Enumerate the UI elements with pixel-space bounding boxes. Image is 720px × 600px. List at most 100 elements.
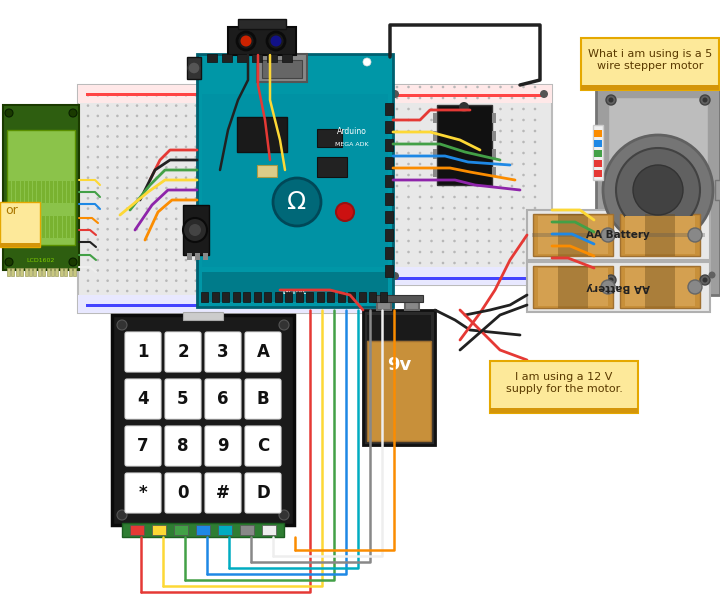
Bar <box>7 130 75 245</box>
FancyBboxPatch shape <box>125 332 161 372</box>
Circle shape <box>263 94 266 97</box>
Circle shape <box>453 185 456 187</box>
Circle shape <box>107 197 109 200</box>
Bar <box>237 117 287 152</box>
Circle shape <box>135 280 138 282</box>
Bar <box>50 181 53 203</box>
Circle shape <box>145 115 148 117</box>
Bar <box>715 180 720 200</box>
Circle shape <box>145 248 148 251</box>
FancyBboxPatch shape <box>245 332 281 372</box>
Bar <box>392 277 547 280</box>
Circle shape <box>292 208 295 210</box>
Bar <box>385 175 393 187</box>
Circle shape <box>107 269 109 272</box>
Circle shape <box>361 187 364 190</box>
Bar <box>233 292 240 302</box>
Bar <box>8 216 12 238</box>
Circle shape <box>234 125 236 127</box>
Circle shape <box>312 94 315 97</box>
Circle shape <box>175 166 178 169</box>
Circle shape <box>253 166 256 169</box>
Circle shape <box>273 280 276 282</box>
Circle shape <box>243 218 246 220</box>
Circle shape <box>243 176 246 179</box>
Bar <box>433 113 437 123</box>
Circle shape <box>194 156 197 158</box>
Bar <box>373 295 423 302</box>
Circle shape <box>135 259 138 262</box>
Circle shape <box>534 163 536 165</box>
Bar <box>197 54 393 307</box>
Circle shape <box>234 166 236 169</box>
Circle shape <box>332 156 334 158</box>
Bar <box>359 292 366 302</box>
Circle shape <box>476 174 479 176</box>
Circle shape <box>522 163 525 165</box>
Circle shape <box>156 280 158 282</box>
Circle shape <box>487 251 490 253</box>
Circle shape <box>408 185 410 187</box>
Bar <box>187 57 201 79</box>
Circle shape <box>135 187 138 190</box>
Circle shape <box>194 259 197 262</box>
Bar <box>317 157 347 177</box>
Circle shape <box>322 176 325 179</box>
Bar <box>527 210 710 260</box>
Circle shape <box>341 104 344 107</box>
Circle shape <box>273 156 276 158</box>
Bar <box>201 292 208 302</box>
Circle shape <box>534 206 536 209</box>
Circle shape <box>302 187 305 190</box>
Circle shape <box>292 259 295 262</box>
Circle shape <box>302 228 305 230</box>
Circle shape <box>116 156 119 158</box>
Circle shape <box>341 187 344 190</box>
Circle shape <box>510 163 513 165</box>
Circle shape <box>107 115 109 117</box>
Text: 9v: 9v <box>387 356 411 374</box>
Bar <box>620 266 700 308</box>
Circle shape <box>86 269 89 272</box>
Circle shape <box>224 208 227 210</box>
Circle shape <box>499 229 502 231</box>
Circle shape <box>126 156 128 158</box>
Text: C: C <box>257 437 269 455</box>
Circle shape <box>534 97 536 99</box>
Circle shape <box>283 94 285 97</box>
Circle shape <box>351 290 354 292</box>
FancyBboxPatch shape <box>245 379 281 419</box>
Bar <box>183 205 209 255</box>
Text: #: # <box>216 484 230 502</box>
Circle shape <box>453 130 456 132</box>
Circle shape <box>499 185 502 187</box>
Circle shape <box>165 156 168 158</box>
Circle shape <box>476 119 479 121</box>
Circle shape <box>371 280 374 282</box>
Circle shape <box>332 145 334 148</box>
Circle shape <box>107 228 109 230</box>
Circle shape <box>194 104 197 107</box>
Circle shape <box>240 35 251 46</box>
Circle shape <box>341 218 344 220</box>
Circle shape <box>341 166 344 169</box>
Circle shape <box>86 115 89 117</box>
Circle shape <box>263 104 266 107</box>
Circle shape <box>302 94 305 97</box>
Circle shape <box>487 262 490 264</box>
Circle shape <box>234 94 236 97</box>
Bar <box>29 216 32 238</box>
Bar <box>54 181 58 203</box>
Circle shape <box>487 239 490 242</box>
Circle shape <box>165 197 168 200</box>
Circle shape <box>441 174 444 176</box>
Circle shape <box>361 208 364 210</box>
Circle shape <box>322 145 325 148</box>
Circle shape <box>283 187 285 190</box>
Circle shape <box>312 280 315 282</box>
Circle shape <box>487 196 490 198</box>
Circle shape <box>86 280 89 282</box>
Circle shape <box>86 197 89 200</box>
Circle shape <box>464 107 467 110</box>
Circle shape <box>234 187 236 190</box>
